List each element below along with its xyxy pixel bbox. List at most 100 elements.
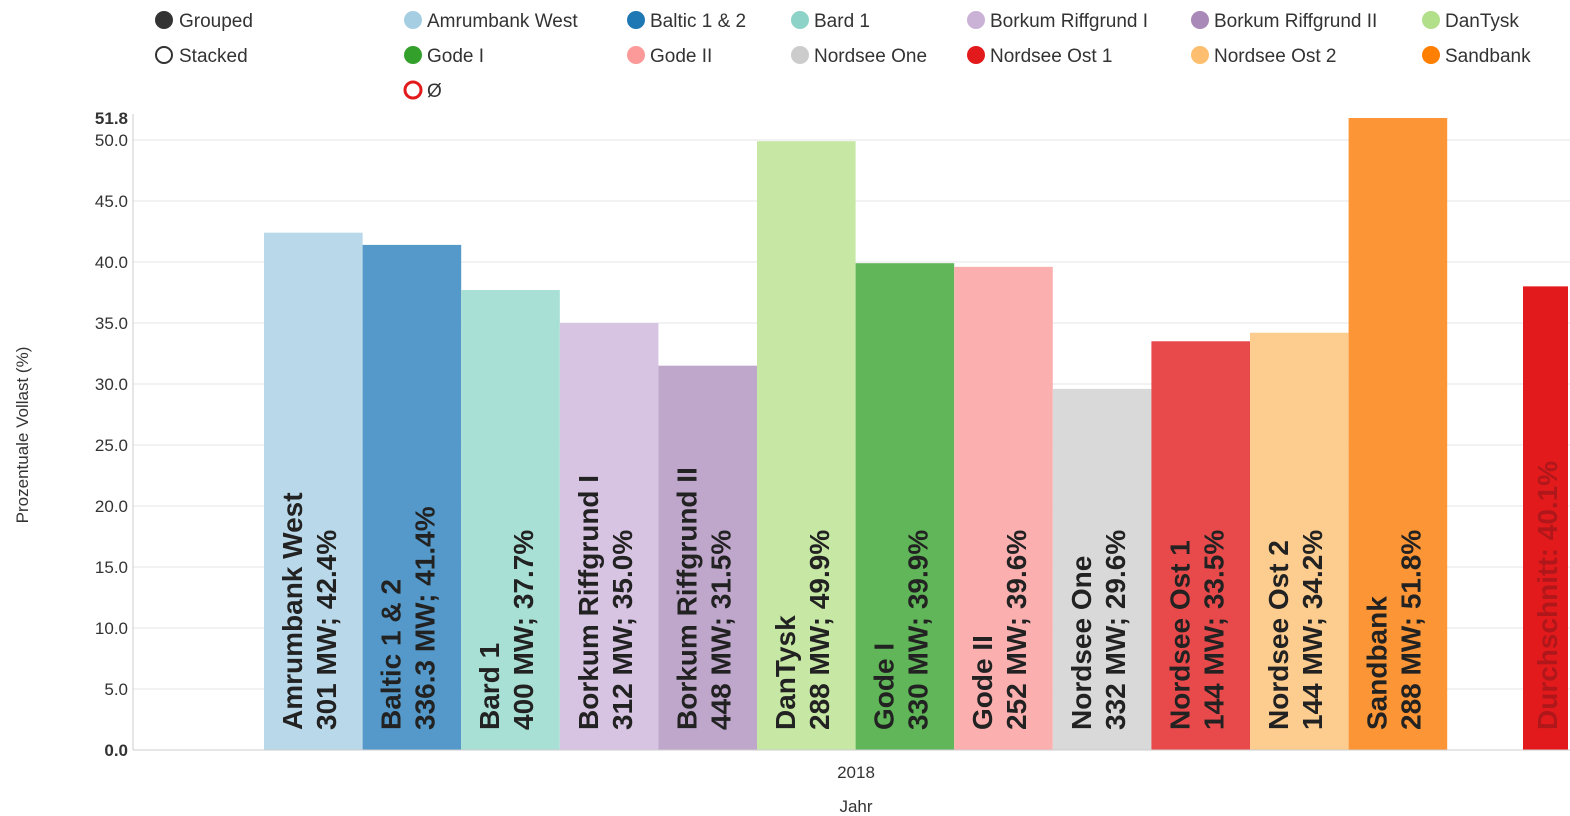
bar-label-name: Baltic 1 & 2 (376, 579, 407, 730)
bar-baltic-1-and-2[interactable] (362, 244, 462, 750)
legend-item-nordsee-ost-2[interactable]: Nordsee Ost 2 (1191, 46, 1337, 67)
legend-dot-icon (1422, 46, 1440, 64)
x-axis-title: Jahr (839, 797, 872, 816)
legend-dot-icon (627, 11, 645, 29)
bar-label-baltic-1-and-2: Baltic 1 & 2 336.3 MW; 41.4% (376, 506, 441, 730)
bar-group-amrumbank-west: Amrumbank West 301 MW; 42.4% (264, 232, 363, 750)
legend-dot-icon (791, 11, 809, 29)
bar-label-value: 312 MW; 35.0% (607, 530, 638, 730)
bar-average[interactable] (1523, 286, 1568, 750)
y-tick-label: 50.0 (95, 131, 128, 150)
legend-item-label: Gode I (427, 46, 484, 67)
x-tick-label: 2018 (837, 763, 875, 782)
bar-borkum-riffgrund-ii[interactable] (658, 365, 757, 750)
bar-group-gode-i: Gode I 330 MW; 39.9% (855, 263, 955, 750)
legend-dot-icon (627, 46, 645, 64)
y-tick-label: 45.0 (95, 192, 128, 211)
bar-group-dantysk: DanTysk 288 MW; 49.9% (757, 141, 856, 751)
legend-item-label: Nordsee Ost 2 (1214, 46, 1337, 67)
bar-label-name: Nordsee Ost 1 (1164, 540, 1195, 730)
legend-item-label: Gode II (650, 46, 712, 67)
bar-label-value: 252 MW; 39.6% (1001, 530, 1032, 730)
bar-label-average: Durchschnitt: 40.1% (1532, 461, 1563, 730)
legend-item-gode-i[interactable]: Gode I (404, 46, 484, 67)
legend-dot-icon (1191, 11, 1209, 29)
legend-dot-icon (1191, 46, 1209, 64)
bar-label-sandbank: Sandbank 288 MW; 51.8% (1362, 530, 1427, 730)
bar-label-value: 330 MW; 39.9% (903, 530, 934, 730)
bar-label-value: 144 MW; 34.2% (1297, 530, 1328, 730)
legend-item-nordsee-ost-1[interactable]: Nordsee Ost 1 (967, 46, 1113, 67)
legend-item-borkum-riffgrund-ii[interactable]: Borkum Riffgrund II (1191, 11, 1377, 32)
bar-label-nordsee-one: Nordsee One 332 MW; 29.6% (1066, 530, 1131, 730)
y-axis-title: Prozentuale Vollast (%) (13, 347, 32, 524)
bar-label-name: Gode II (967, 635, 998, 730)
bar-group-nordsee-one: Nordsee One 332 MW; 29.6% (1052, 388, 1152, 750)
y-tick-label: 40.0 (95, 253, 128, 272)
bar-label-name: Amrumbank West (277, 492, 308, 730)
legend-item-label: Borkum Riffgrund II (1214, 11, 1377, 32)
bar-label-nordsee-ost-1: Nordsee Ost 1 144 MW; 33.5% (1164, 530, 1229, 730)
legend-mode-grouped[interactable]: Grouped (155, 11, 253, 32)
bar-label-borkum-riffgrund-i: Borkum Riffgrund I 312 MW; 35.0% (573, 475, 638, 730)
bar-label-nordsee-ost-2: Nordsee Ost 2 144 MW; 34.2% (1263, 530, 1328, 730)
bar-gode-i[interactable] (855, 263, 955, 750)
legend-item-label: Borkum Riffgrund I (990, 11, 1148, 32)
legend-item-dantysk[interactable]: DanTysk (1422, 11, 1519, 32)
bar-label-value: 288 MW; 49.9% (804, 530, 835, 730)
bar-label-value: 288 MW; 51.8% (1396, 530, 1427, 730)
legend-ring-icon (403, 80, 423, 100)
bar-dantysk[interactable] (757, 141, 856, 751)
bar-label-name: Gode I (869, 643, 900, 730)
legend-item-gode-ii[interactable]: Gode II (627, 46, 712, 67)
bar-label-dantysk: DanTysk 288 MW; 49.9% (770, 530, 835, 730)
bar-group-borkum-riffgrund-ii: Borkum Riffgrund II 448 MW; 31.5% (658, 365, 757, 750)
legend-item-amrumbank-west[interactable]: Amrumbank West (404, 11, 578, 32)
bar-label-value: 301 MW; 42.4% (311, 530, 342, 730)
y-tick-label: 5.0 (104, 680, 128, 699)
bar-bard-1[interactable] (461, 290, 560, 750)
bar-amrumbank-west[interactable] (264, 232, 363, 750)
legend-dot-icon (404, 11, 422, 29)
legend-mode-stacked[interactable]: Stacked (155, 46, 248, 67)
bar-label-name: Borkum Riffgrund I (573, 475, 604, 730)
legend-mode-label: Grouped (179, 11, 253, 32)
legend-mode-label: Stacked (179, 46, 248, 67)
legend-item-sandbank[interactable]: Sandbank (1422, 46, 1531, 67)
legend-item-bard-1[interactable]: Bard 1 (791, 11, 870, 32)
bar-label-value: 400 MW; 37.7% (508, 530, 539, 730)
legend-item-avg[interactable]: Ø (403, 80, 442, 102)
legend-item-borkum-riffgrund-i[interactable]: Borkum Riffgrund I (967, 11, 1148, 32)
bar-label-name: Sandbank (1362, 596, 1393, 730)
bar-group-sandbank: Sandbank 288 MW; 51.8% (1348, 118, 1448, 750)
legend: Grouped Stacked Amrumbank West Baltic 1 & 2… (155, 11, 1531, 102)
radio-unselected-icon (155, 46, 173, 64)
legend-item-label: Baltic 1 & 2 (650, 11, 746, 32)
radio-selected-icon (155, 11, 173, 29)
y-tick-label: 0.0 (104, 741, 128, 760)
bar-nordsee-one[interactable] (1052, 388, 1152, 750)
y-axis: 0.0 5.0 10.0 15.0 20.0 25.0 30.0 35.0 40.0 45.0 50… (95, 109, 1570, 760)
legend-dot-icon (404, 46, 422, 64)
bar-nordsee-ost-2[interactable] (1250, 332, 1349, 750)
bar-group-gode-ii: Gode II 252 MW; 39.6% (954, 266, 1053, 750)
y-tick-label: 15.0 (95, 558, 128, 577)
legend-item-nordsee-one[interactable]: Nordsee One (791, 46, 927, 67)
bar-nordsee-ost-1[interactable] (1151, 341, 1250, 750)
bar-label-value: 332 MW; 29.6% (1100, 530, 1131, 730)
bar-label-value: 336.3 MW; 41.4% (410, 506, 441, 730)
x-axis: 2018 Jahr (837, 763, 875, 816)
bar-borkum-riffgrund-i[interactable] (559, 322, 659, 750)
bar-group-baltic-1-and-2: Baltic 1 & 2 336.3 MW; 41.4% (362, 244, 462, 750)
legend-dot-icon (1422, 11, 1440, 29)
legend-item-baltic-1-and-2[interactable]: Baltic 1 & 2 (627, 11, 746, 32)
legend-item-label: Nordsee Ost 1 (990, 46, 1113, 67)
bar-label-gode-ii: Gode II 252 MW; 39.6% (967, 530, 1032, 730)
bar-sandbank[interactable] (1348, 118, 1448, 750)
bar-gode-ii[interactable] (954, 266, 1053, 750)
legend-item-label: Amrumbank West (427, 11, 578, 32)
legend-item-label: Bard 1 (814, 11, 870, 32)
y-max-label: 51.8 (95, 109, 128, 128)
